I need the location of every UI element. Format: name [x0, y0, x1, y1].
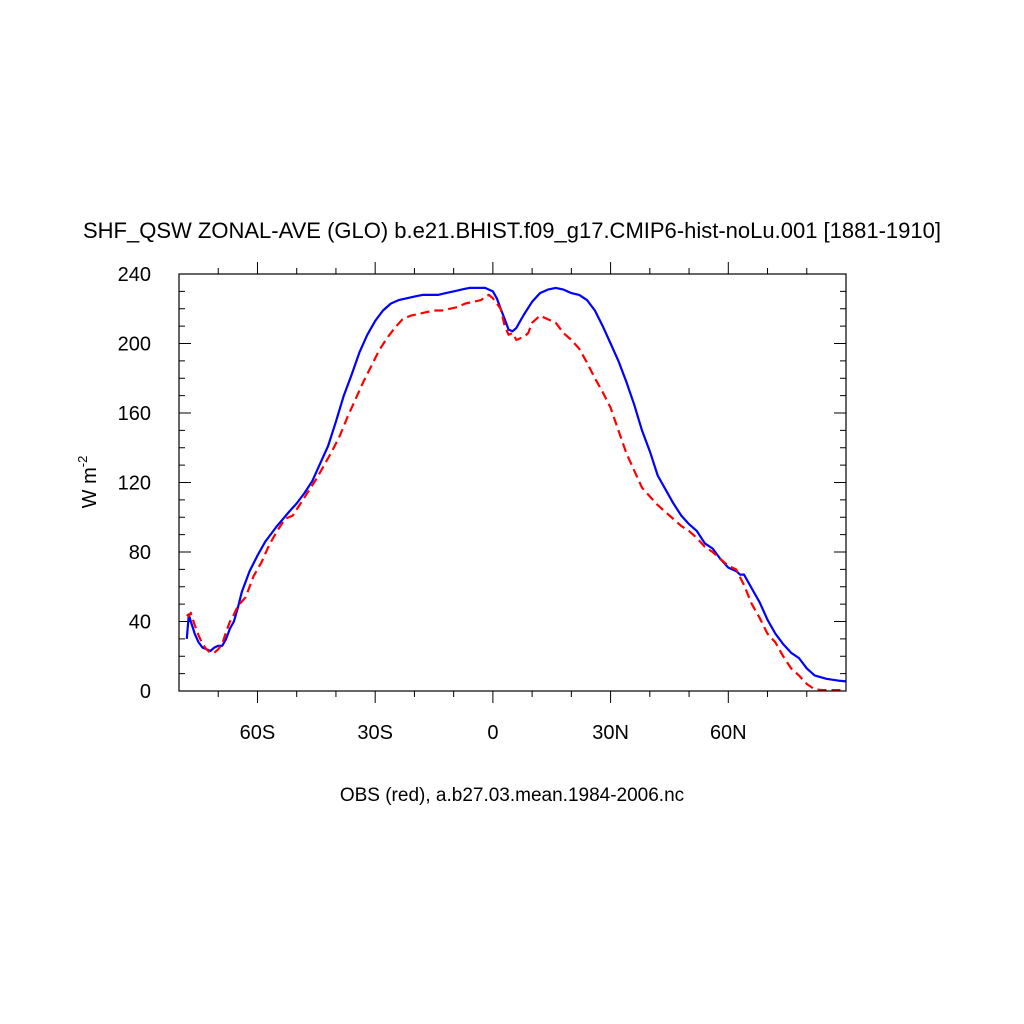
x-axis-caption: OBS (red), a.b27.03.mean.1984-2006.nc — [339, 785, 685, 806]
y-tick-label: 160 — [118, 403, 151, 425]
y-axis-label: W m-2 — [75, 456, 101, 509]
y-tick-label: 80 — [129, 542, 151, 564]
x-tick-label: 60N — [710, 722, 747, 744]
chart-title: SHF_QSW ZONAL-AVE (GLO) b.e21.BHIST.f09_… — [83, 218, 941, 243]
y-axis-label-exponent: -2 — [75, 456, 90, 468]
obs-series-line — [186, 293, 846, 692]
x-tick-label: 30S — [357, 722, 393, 744]
y-tick-label: 0 — [140, 681, 151, 703]
axis-ticks — [179, 262, 846, 703]
y-axis-label-units: W m — [79, 467, 101, 508]
series-layer — [185, 286, 847, 692]
model-series-line — [185, 286, 847, 683]
tick-labels: 0 40 80 120 160 200 240 60S 30S 0 30N 60N — [118, 264, 747, 744]
x-tick-label: 60S — [240, 722, 276, 744]
y-tick-label: 120 — [118, 473, 151, 495]
x-tick-label: 0 — [487, 722, 498, 744]
y-tick-label: 240 — [118, 264, 151, 286]
y-tick-label: 200 — [118, 334, 151, 356]
x-tick-label: 30N — [592, 722, 629, 744]
plot-frame — [178, 273, 847, 692]
y-tick-label: 40 — [129, 612, 151, 634]
